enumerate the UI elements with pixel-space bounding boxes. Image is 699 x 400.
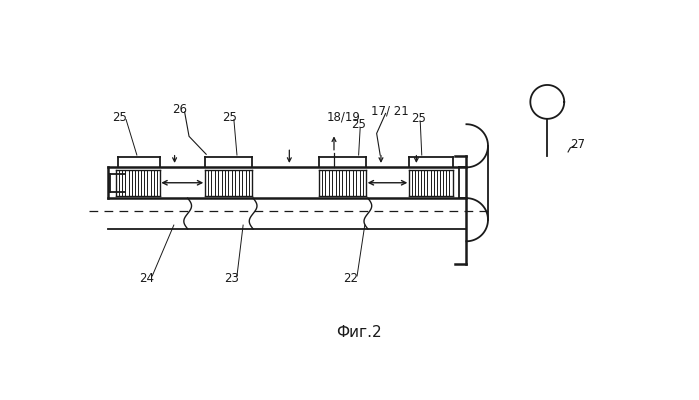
Text: 25: 25 <box>222 111 237 124</box>
Text: 25: 25 <box>113 111 127 124</box>
Text: Фиг.2: Фиг.2 <box>336 326 382 340</box>
Text: 25: 25 <box>411 112 426 125</box>
Text: 26: 26 <box>173 103 187 116</box>
Text: 25: 25 <box>351 118 366 132</box>
Text: 23: 23 <box>224 272 239 286</box>
Text: 24: 24 <box>139 272 154 286</box>
Text: 22: 22 <box>343 272 359 286</box>
Text: 18/19: 18/19 <box>326 111 360 124</box>
Text: 17/ 21: 17/ 21 <box>370 105 408 118</box>
Text: 27: 27 <box>570 138 586 151</box>
